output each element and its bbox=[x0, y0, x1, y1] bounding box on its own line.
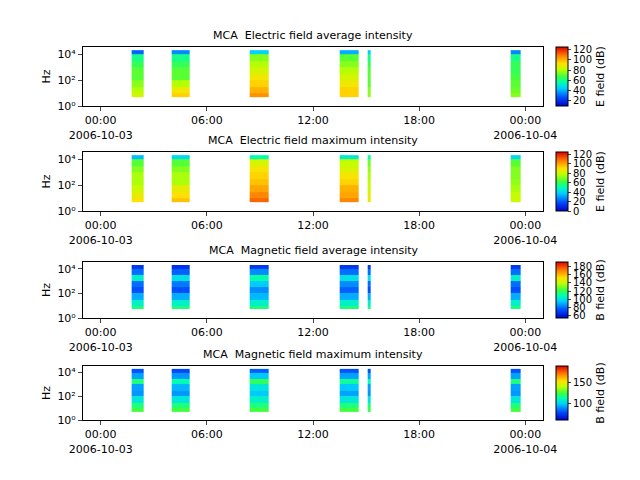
svg-text:80: 80 bbox=[573, 168, 586, 179]
svg-text:20: 20 bbox=[573, 95, 586, 106]
svg-text:10⁴: 10⁴ bbox=[57, 366, 76, 379]
svg-text:12:00: 12:00 bbox=[297, 114, 329, 127]
svg-text:120: 120 bbox=[573, 286, 592, 297]
svg-text:120: 120 bbox=[573, 149, 592, 160]
svg-text:00:002006-10-04: 00:002006-10-04 bbox=[493, 428, 557, 455]
svg-text:MCA Magnetic field average in: MCA Magnetic field average intensity bbox=[209, 244, 418, 257]
svg-text:00:002006-10-03: 00:002006-10-03 bbox=[69, 428, 133, 455]
svg-text:Hz: Hz bbox=[40, 386, 53, 400]
svg-text:100: 100 bbox=[573, 294, 592, 305]
svg-text:Hz: Hz bbox=[40, 69, 53, 83]
svg-text:MCA Electric field average in: MCA Electric field average intensity bbox=[213, 29, 413, 42]
svg-text:Hz: Hz bbox=[40, 283, 53, 297]
svg-text:40: 40 bbox=[573, 85, 586, 96]
svg-text:10²: 10² bbox=[57, 390, 75, 403]
svg-text:10⁴: 10⁴ bbox=[57, 48, 76, 61]
svg-text:E field (dB): E field (dB) bbox=[594, 46, 607, 107]
svg-text:00:002006-10-04: 00:002006-10-04 bbox=[493, 219, 557, 246]
svg-text:80: 80 bbox=[573, 65, 586, 76]
svg-text:18:00: 18:00 bbox=[403, 428, 435, 441]
svg-text:160: 160 bbox=[573, 269, 592, 280]
svg-text:60: 60 bbox=[573, 310, 586, 321]
svg-text:10⁰: 10⁰ bbox=[57, 205, 76, 218]
svg-text:12:00: 12:00 bbox=[297, 219, 329, 232]
svg-text:B field (dB): B field (dB) bbox=[594, 259, 607, 320]
svg-text:B field (dB): B field (dB) bbox=[594, 362, 607, 423]
svg-text:10⁴: 10⁴ bbox=[57, 263, 76, 276]
svg-text:10²: 10² bbox=[57, 179, 75, 192]
svg-text:10²: 10² bbox=[57, 287, 75, 300]
svg-text:10⁰: 10⁰ bbox=[57, 414, 76, 427]
svg-text:18:00: 18:00 bbox=[403, 114, 435, 127]
svg-text:E field (dB): E field (dB) bbox=[594, 151, 607, 212]
svg-text:12:00: 12:00 bbox=[297, 428, 329, 441]
svg-text:18:00: 18:00 bbox=[403, 219, 435, 232]
svg-text:00:002006-10-04: 00:002006-10-04 bbox=[493, 326, 557, 353]
svg-text:MCA Magnetic field maximum in: MCA Magnetic field maximum intensity bbox=[203, 348, 423, 361]
svg-text:180: 180 bbox=[573, 261, 592, 272]
svg-text:60: 60 bbox=[573, 177, 586, 188]
svg-text:40: 40 bbox=[573, 187, 586, 198]
svg-text:12:00: 12:00 bbox=[297, 326, 329, 339]
svg-text:10⁰: 10⁰ bbox=[57, 312, 76, 325]
svg-text:10⁰: 10⁰ bbox=[57, 100, 76, 113]
svg-text:140: 140 bbox=[573, 277, 592, 288]
svg-text:20: 20 bbox=[573, 196, 586, 207]
svg-text:100: 100 bbox=[573, 158, 592, 169]
svg-text:00:002006-10-03: 00:002006-10-03 bbox=[69, 114, 133, 141]
svg-text:06:00: 06:00 bbox=[191, 428, 223, 441]
svg-text:Hz: Hz bbox=[40, 174, 53, 188]
svg-text:06:00: 06:00 bbox=[191, 326, 223, 339]
svg-text:06:00: 06:00 bbox=[191, 114, 223, 127]
svg-text:150: 150 bbox=[573, 377, 592, 388]
svg-text:00:002006-10-03: 00:002006-10-03 bbox=[69, 219, 133, 246]
svg-text:10⁴: 10⁴ bbox=[57, 153, 76, 166]
svg-text:0: 0 bbox=[573, 206, 579, 217]
svg-text:MCA Electric field maximum in: MCA Electric field maximum intensity bbox=[208, 134, 418, 147]
svg-text:00:002006-10-04: 00:002006-10-04 bbox=[493, 114, 557, 141]
svg-text:100: 100 bbox=[573, 54, 592, 65]
svg-text:00:002006-10-03: 00:002006-10-03 bbox=[69, 326, 133, 353]
svg-text:100: 100 bbox=[573, 398, 592, 409]
svg-text:06:00: 06:00 bbox=[191, 219, 223, 232]
svg-text:60: 60 bbox=[573, 75, 586, 86]
svg-text:18:00: 18:00 bbox=[403, 326, 435, 339]
svg-text:120: 120 bbox=[573, 44, 592, 55]
svg-text:10²: 10² bbox=[57, 74, 75, 87]
svg-text:80: 80 bbox=[573, 302, 586, 313]
